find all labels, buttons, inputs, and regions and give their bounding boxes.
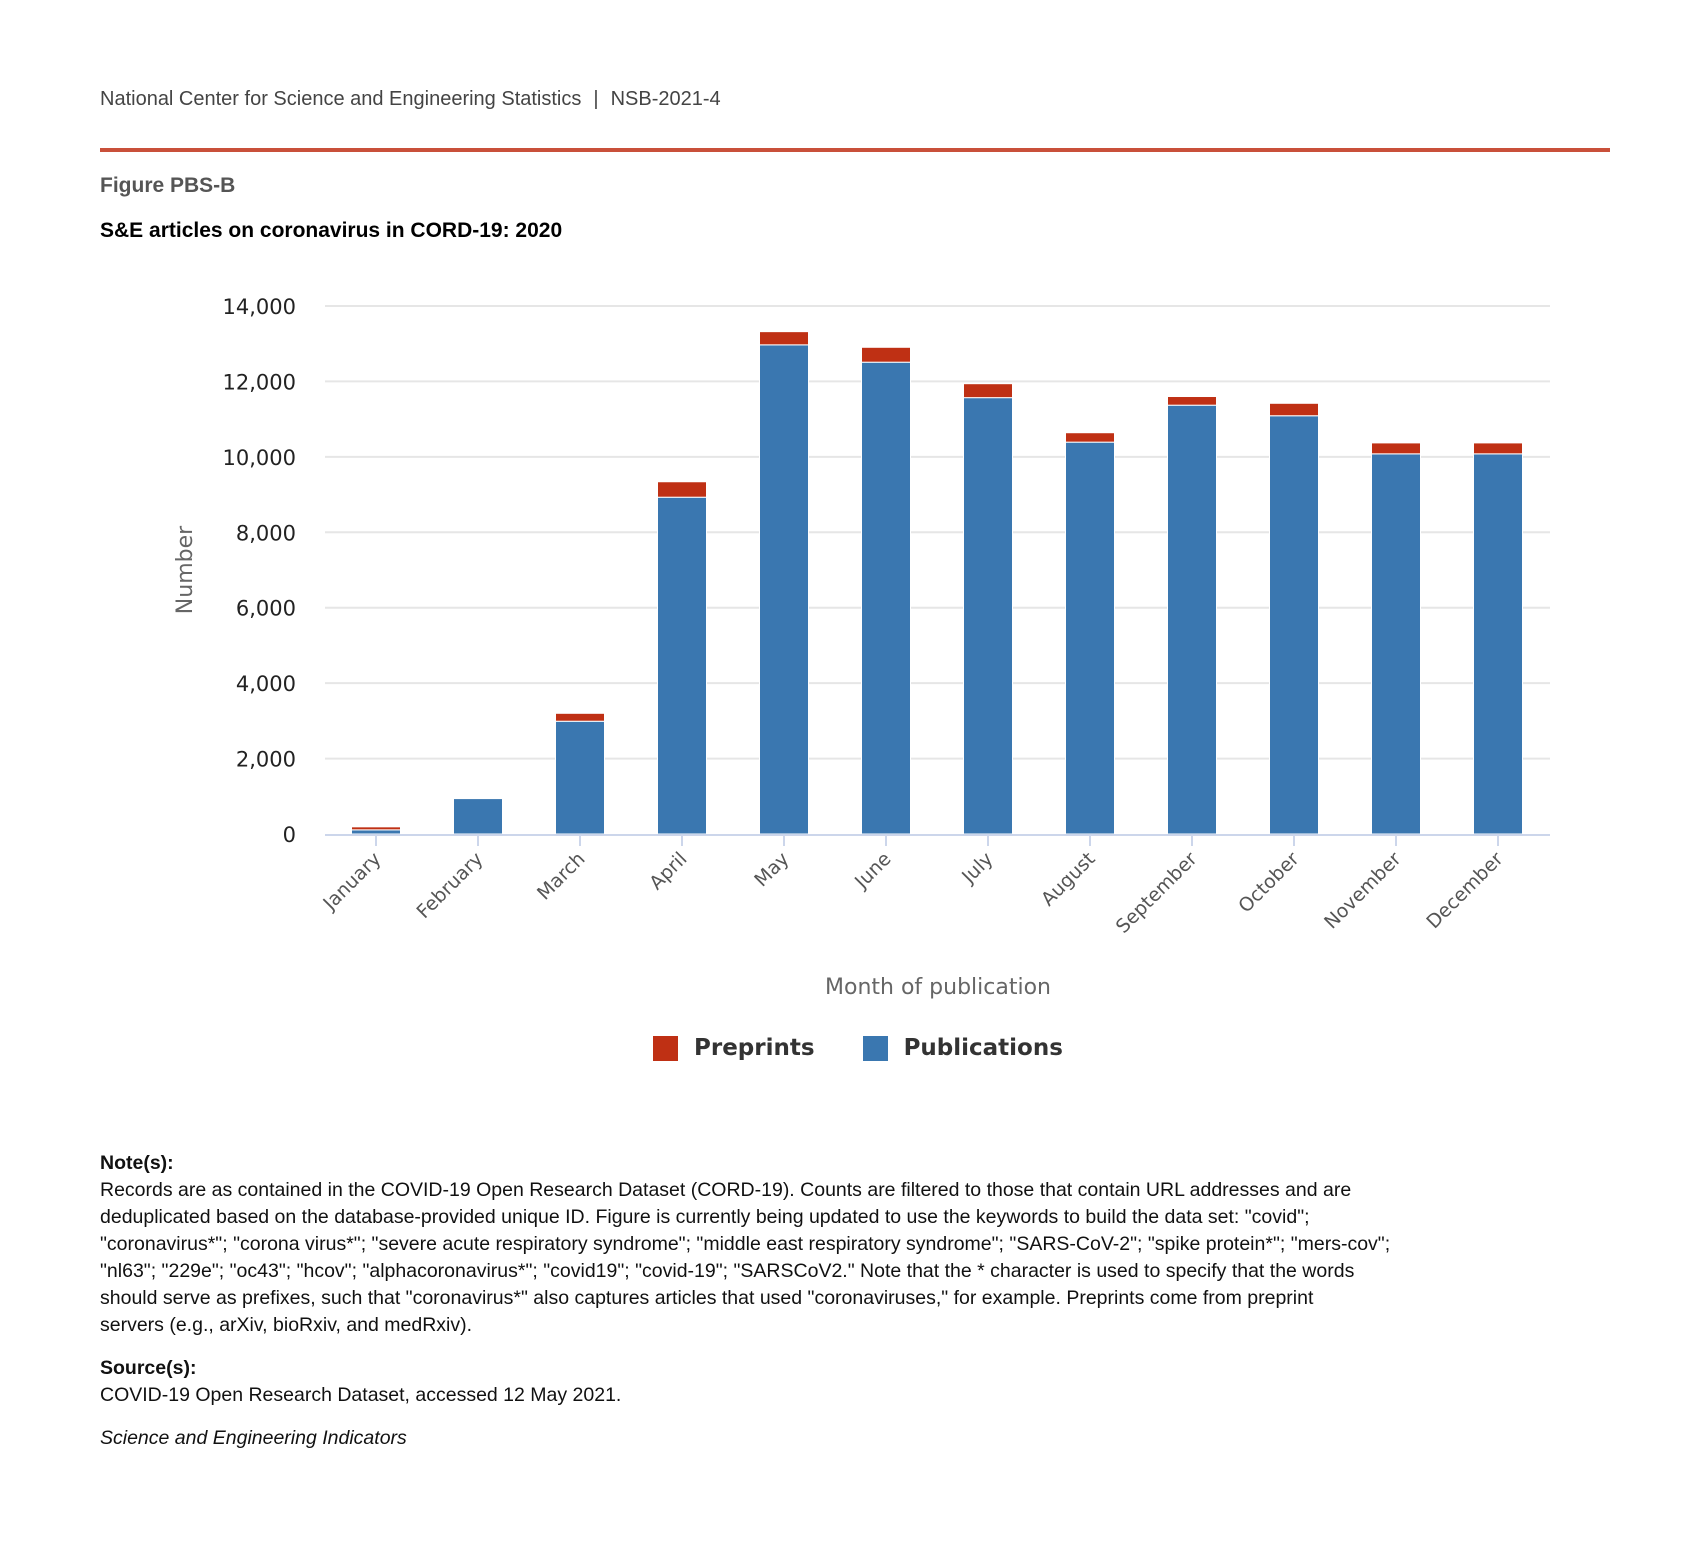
bars bbox=[351, 331, 1523, 835]
bar-publications-july[interactable] bbox=[963, 397, 1013, 835]
x-tick-label: February bbox=[412, 848, 487, 923]
bar-publications-november[interactable] bbox=[1371, 453, 1421, 835]
bar-preprints-january[interactable] bbox=[351, 826, 401, 831]
bar-preprints-october[interactable] bbox=[1269, 402, 1319, 417]
x-tick-label: July bbox=[957, 848, 997, 888]
x-axis-ticks: January February March April May June July Augu… bbox=[318, 835, 1508, 938]
bar-publications-august[interactable] bbox=[1065, 441, 1115, 835]
chart-title: S&E articles on coronavirus in CORD-19: … bbox=[100, 219, 563, 242]
x-axis-title: Month of publication bbox=[825, 975, 1051, 1000]
header: National Center for Science and Engineer… bbox=[100, 88, 721, 111]
header-separator: | bbox=[593, 88, 599, 110]
bar-preprints-december[interactable] bbox=[1473, 442, 1523, 455]
notes-line: should serve as prefixes, such that "cor… bbox=[100, 1287, 1314, 1309]
bar-publications-january[interactable] bbox=[351, 829, 401, 835]
header-rule bbox=[100, 148, 1610, 152]
bar-publications-october[interactable] bbox=[1269, 415, 1319, 835]
bar-publications-february[interactable] bbox=[453, 798, 503, 835]
source-text: COVID-19 Open Research Dataset, accessed… bbox=[100, 1384, 622, 1406]
bar-publications-june[interactable] bbox=[861, 361, 911, 835]
publications-swatch bbox=[862, 1035, 888, 1061]
bar-preprints-june[interactable] bbox=[861, 346, 911, 363]
x-tick-label: December bbox=[1422, 848, 1507, 933]
bar-publications-march[interactable] bbox=[555, 720, 605, 835]
notes-heading: Note(s): bbox=[100, 1152, 174, 1174]
notes-section: Note(s): Records are as contained in the… bbox=[100, 1150, 1390, 1452]
y-tick-label: 8,000 bbox=[236, 521, 296, 545]
y-axis-ticks: 0 2,000 4,000 6,000 8,000 10,000 12,000 14,000 bbox=[223, 295, 296, 847]
preprints-swatch bbox=[653, 1035, 678, 1061]
y-tick-label: 6,000 bbox=[236, 597, 296, 621]
legend-label-publications: Publications bbox=[903, 1035, 1063, 1061]
y-tick-label: 4,000 bbox=[236, 672, 296, 696]
x-tick-label: November bbox=[1320, 848, 1406, 934]
bar-preprints-april[interactable] bbox=[657, 481, 707, 498]
bar-preprints-july[interactable] bbox=[963, 383, 1013, 399]
bar-preprints-august[interactable] bbox=[1065, 432, 1115, 443]
bar-preprints-september[interactable] bbox=[1167, 396, 1217, 406]
bar-publications-december[interactable] bbox=[1473, 453, 1523, 835]
bar-preprints-may[interactable] bbox=[759, 331, 809, 346]
gridlines bbox=[325, 305, 1550, 760]
bar-chart: 02,0004,0006,0008,00010,00012,00014,000 … bbox=[173, 295, 1550, 1000]
bar-preprints-march[interactable] bbox=[555, 712, 605, 722]
legend: Preprints Publications bbox=[653, 1035, 1111, 1061]
legend-item-preprints[interactable]: Preprints bbox=[653, 1035, 815, 1061]
y-tick-label: 10,000 bbox=[223, 446, 296, 470]
legend-item-publications[interactable]: Publications bbox=[862, 1035, 1063, 1061]
y-axis-title: Number bbox=[173, 525, 198, 614]
figure-label: Figure PBS-B bbox=[100, 174, 236, 197]
x-tick-label: June bbox=[850, 848, 896, 894]
y-tick-label: 2,000 bbox=[236, 748, 296, 772]
report-id: NSB-2021-4 bbox=[610, 88, 721, 110]
bar-publications-april[interactable] bbox=[657, 496, 707, 835]
y-tick-label: 14,000 bbox=[223, 295, 296, 319]
legend-label-preprints: Preprints bbox=[694, 1035, 815, 1061]
notes-line: "nl63"; "229e"; "oc43"; "hcov"; "alphaco… bbox=[100, 1260, 1355, 1282]
bar-publications-may[interactable] bbox=[759, 344, 809, 835]
x-tick-label: March bbox=[533, 848, 590, 905]
x-tick-label: April bbox=[645, 848, 691, 894]
x-tick-label: October bbox=[1234, 848, 1303, 917]
notes-line: "coronavirus*"; "corona virus*"; "severe… bbox=[100, 1233, 1391, 1255]
publication-name: Science and Engineering Indicators bbox=[100, 1427, 407, 1449]
x-tick-label: September bbox=[1112, 848, 1202, 938]
source-heading: Source(s): bbox=[100, 1357, 197, 1379]
organization-name: National Center for Science and Engineer… bbox=[100, 88, 582, 110]
y-tick-label: 0 bbox=[283, 823, 296, 847]
bar-preprints-november[interactable] bbox=[1371, 442, 1421, 455]
x-tick-label: January bbox=[318, 848, 385, 915]
notes-line: servers (e.g., arXiv, bioRxiv, and medRx… bbox=[100, 1314, 473, 1336]
bar-publications-september[interactable] bbox=[1167, 404, 1217, 835]
notes-line: deduplicated based on the database-provi… bbox=[100, 1206, 1310, 1228]
x-tick-label: May bbox=[750, 848, 793, 891]
notes-line: Records are as contained in the COVID-19… bbox=[100, 1179, 1352, 1201]
y-tick-label: 12,000 bbox=[223, 370, 296, 394]
x-tick-label: August bbox=[1037, 848, 1100, 911]
